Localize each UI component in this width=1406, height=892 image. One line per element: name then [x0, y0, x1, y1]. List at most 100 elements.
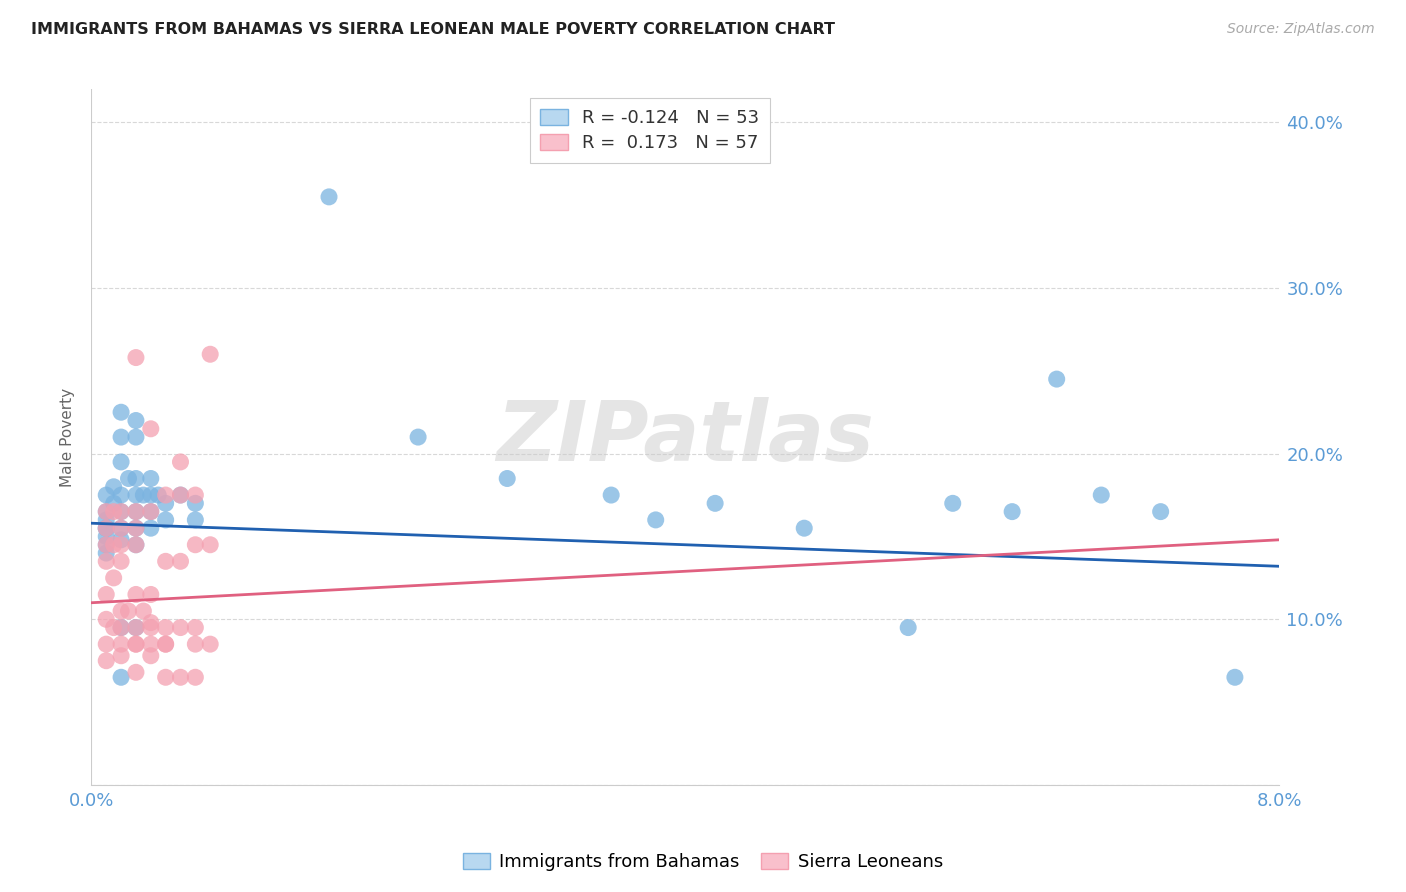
Point	[184, 513, 207, 527]
Point	[110, 648, 132, 663]
Point	[117, 471, 139, 485]
Legend: Immigrants from Bahamas, Sierra Leoneans: Immigrants from Bahamas, Sierra Leoneans	[456, 846, 950, 879]
Point	[125, 538, 148, 552]
Point	[96, 505, 118, 519]
Point	[96, 637, 118, 651]
Point	[132, 604, 155, 618]
Point	[200, 538, 222, 552]
Point	[1046, 372, 1069, 386]
Point	[96, 529, 118, 543]
Point	[1090, 488, 1112, 502]
Point	[155, 670, 177, 684]
Point	[132, 488, 155, 502]
Point	[184, 496, 207, 510]
Point	[169, 554, 191, 568]
Point	[117, 604, 139, 618]
Point	[942, 496, 965, 510]
Point	[96, 654, 118, 668]
Point	[496, 471, 519, 485]
Point	[139, 422, 162, 436]
Y-axis label: Male Poverty: Male Poverty	[60, 387, 76, 487]
Point	[110, 430, 132, 444]
Point	[96, 554, 118, 568]
Point	[155, 637, 177, 651]
Point	[155, 496, 177, 510]
Point	[96, 587, 118, 601]
Point	[110, 488, 132, 502]
Point	[125, 413, 148, 427]
Point	[96, 546, 118, 560]
Point	[139, 505, 162, 519]
Point	[96, 612, 118, 626]
Point	[96, 488, 118, 502]
Point	[125, 538, 148, 552]
Point	[139, 471, 162, 485]
Point	[125, 505, 148, 519]
Point	[169, 670, 191, 684]
Point	[139, 615, 162, 630]
Point	[103, 571, 125, 585]
Point	[148, 488, 170, 502]
Point	[155, 637, 177, 651]
Point	[110, 604, 132, 618]
Point	[96, 538, 118, 552]
Point	[169, 488, 191, 502]
Point	[200, 637, 222, 651]
Point	[110, 521, 132, 535]
Point	[125, 521, 148, 535]
Legend: R = -0.124   N = 53, R =  0.173   N = 57: R = -0.124 N = 53, R = 0.173 N = 57	[530, 98, 770, 162]
Point	[96, 505, 118, 519]
Point	[125, 621, 148, 635]
Point	[96, 521, 118, 535]
Point	[110, 505, 132, 519]
Point	[644, 513, 666, 527]
Point	[184, 621, 207, 635]
Point	[110, 521, 132, 535]
Point	[103, 538, 125, 552]
Point	[125, 521, 148, 535]
Point	[110, 533, 132, 547]
Point	[125, 637, 148, 651]
Point	[110, 505, 132, 519]
Point	[184, 670, 207, 684]
Point	[318, 190, 340, 204]
Point	[110, 670, 132, 684]
Point	[406, 430, 429, 444]
Point	[704, 496, 727, 510]
Point	[110, 621, 132, 635]
Point	[184, 538, 207, 552]
Point	[125, 351, 148, 365]
Point	[110, 637, 132, 651]
Point	[125, 587, 148, 601]
Point	[600, 488, 623, 502]
Point	[155, 513, 177, 527]
Point	[125, 430, 148, 444]
Point	[103, 496, 125, 510]
Point	[103, 480, 125, 494]
Point	[125, 665, 148, 680]
Point	[139, 521, 162, 535]
Point	[169, 488, 191, 502]
Point	[125, 505, 148, 519]
Point	[139, 621, 162, 635]
Point	[96, 521, 118, 535]
Point	[110, 554, 132, 568]
Point	[169, 621, 191, 635]
Point	[155, 488, 177, 502]
Point	[139, 648, 162, 663]
Point	[897, 621, 920, 635]
Point	[110, 621, 132, 635]
Point	[184, 488, 207, 502]
Point	[110, 455, 132, 469]
Point	[103, 621, 125, 635]
Point	[125, 637, 148, 651]
Text: ZIPatlas: ZIPatlas	[496, 397, 875, 477]
Point	[139, 587, 162, 601]
Text: IMMIGRANTS FROM BAHAMAS VS SIERRA LEONEAN MALE POVERTY CORRELATION CHART: IMMIGRANTS FROM BAHAMAS VS SIERRA LEONEA…	[31, 22, 835, 37]
Point	[793, 521, 815, 535]
Point	[96, 521, 118, 535]
Point	[96, 538, 118, 552]
Point	[125, 488, 148, 502]
Point	[110, 405, 132, 419]
Point	[103, 505, 125, 519]
